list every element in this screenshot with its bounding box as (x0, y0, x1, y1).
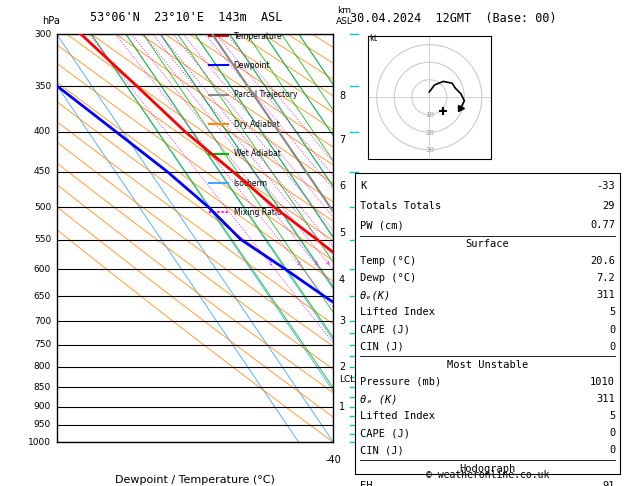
Text: km
ASL: km ASL (336, 6, 353, 26)
Text: 4: 4 (339, 275, 345, 285)
Text: 0: 0 (469, 454, 475, 465)
Text: Temp (°C): Temp (°C) (360, 257, 416, 266)
Text: 2: 2 (339, 362, 345, 372)
Text: Pressure (mb): Pressure (mb) (360, 377, 441, 387)
Text: 4: 4 (326, 261, 330, 266)
Text: 1010: 1010 (590, 377, 615, 387)
Text: Dry Adiabat: Dry Adiabat (234, 120, 279, 129)
Text: CAPE (J): CAPE (J) (360, 325, 409, 334)
Text: Mixing Ratio: Mixing Ratio (234, 208, 282, 217)
Text: © weatheronline.co.uk: © weatheronline.co.uk (426, 470, 549, 480)
Text: 53°06'N  23°10'E  143m  ASL: 53°06'N 23°10'E 143m ASL (90, 11, 282, 24)
Text: 20.6: 20.6 (590, 257, 615, 266)
Text: 20: 20 (535, 454, 547, 465)
Text: 900: 900 (34, 402, 51, 411)
Text: 30.04.2024  12GMT  (Base: 00): 30.04.2024 12GMT (Base: 00) (350, 12, 556, 25)
Text: 300: 300 (34, 30, 51, 38)
Text: 91: 91 (603, 481, 615, 486)
Text: 0: 0 (609, 445, 615, 455)
Text: 1: 1 (268, 261, 272, 266)
Text: Lifted Index: Lifted Index (360, 411, 435, 421)
Text: 650: 650 (34, 292, 51, 301)
Text: 800: 800 (34, 362, 51, 371)
Text: 0: 0 (609, 325, 615, 334)
Text: 600: 600 (34, 264, 51, 274)
Text: 7.2: 7.2 (596, 274, 615, 283)
Text: 400: 400 (34, 127, 51, 136)
Text: 30: 30 (569, 454, 582, 465)
Text: 5: 5 (339, 228, 345, 238)
Text: 1000: 1000 (28, 438, 51, 447)
Text: 20: 20 (426, 130, 435, 136)
Text: 350: 350 (34, 82, 51, 91)
Text: Isotherm: Isotherm (234, 178, 268, 188)
Text: 8: 8 (339, 91, 345, 101)
Text: 29: 29 (603, 201, 615, 210)
Text: CAPE (J): CAPE (J) (360, 428, 409, 438)
Text: 6: 6 (339, 181, 345, 191)
Text: 3: 3 (313, 261, 317, 266)
Text: Parcel Trajectory: Parcel Trajectory (234, 90, 298, 99)
Text: -40: -40 (325, 454, 342, 465)
Text: -33: -33 (596, 181, 615, 191)
Text: 10: 10 (426, 112, 435, 119)
Text: θₑ (K): θₑ (K) (360, 394, 398, 404)
Text: Dewp (°C): Dewp (°C) (360, 274, 416, 283)
Text: 450: 450 (34, 167, 51, 176)
Text: Dewpoint / Temperature (°C): Dewpoint / Temperature (°C) (115, 475, 275, 485)
Text: 3: 3 (339, 316, 345, 326)
Text: 30: 30 (426, 147, 435, 154)
Text: Totals Totals: Totals Totals (360, 201, 441, 210)
Text: 500: 500 (34, 203, 51, 212)
Text: K: K (360, 181, 366, 191)
Text: 0: 0 (609, 342, 615, 351)
Text: CIN (J): CIN (J) (360, 342, 404, 351)
Text: 5: 5 (609, 308, 615, 317)
Text: Temperature: Temperature (234, 32, 282, 40)
Text: Wet Adiabat: Wet Adiabat (234, 149, 281, 158)
Text: LCL: LCL (339, 375, 355, 383)
Text: EH: EH (360, 481, 372, 486)
Text: -10: -10 (429, 454, 445, 465)
Text: 311: 311 (596, 291, 615, 300)
Text: hPa: hPa (42, 16, 60, 26)
Text: Hodograph: Hodograph (459, 464, 516, 473)
Text: Surface: Surface (465, 240, 509, 249)
Text: kt: kt (370, 34, 378, 43)
Text: Dewpoint: Dewpoint (234, 61, 270, 70)
Text: -30: -30 (360, 454, 376, 465)
Text: 40: 40 (604, 454, 616, 465)
Text: 2: 2 (296, 261, 300, 266)
Text: 0.77: 0.77 (590, 220, 615, 230)
Text: CIN (J): CIN (J) (360, 445, 404, 455)
Text: 5: 5 (609, 411, 615, 421)
Text: 550: 550 (34, 235, 51, 244)
Text: Lifted Index: Lifted Index (360, 308, 435, 317)
Text: 850: 850 (34, 382, 51, 392)
Text: 750: 750 (34, 340, 51, 349)
Text: 1: 1 (339, 401, 345, 412)
Text: 10: 10 (500, 454, 513, 465)
Text: 311: 311 (596, 394, 615, 404)
Text: -20: -20 (394, 454, 411, 465)
Text: 700: 700 (34, 317, 51, 326)
Text: PW (cm): PW (cm) (360, 220, 404, 230)
Text: 950: 950 (34, 420, 51, 429)
Text: 0: 0 (609, 428, 615, 438)
Text: 7: 7 (339, 135, 345, 145)
Text: θₑ(K): θₑ(K) (360, 291, 391, 300)
Text: Most Unstable: Most Unstable (447, 360, 528, 370)
